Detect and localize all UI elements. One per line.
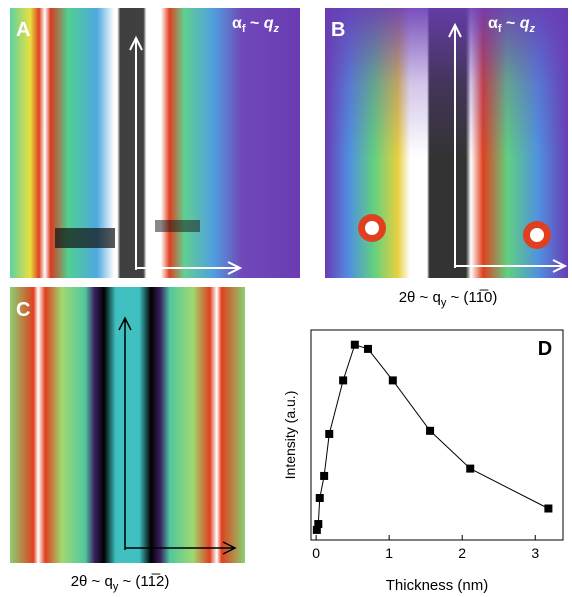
- panel-label: C: [16, 299, 30, 321]
- spot: [365, 221, 379, 235]
- x-tick-label: 1: [385, 545, 393, 561]
- plot-frame: [311, 330, 563, 540]
- data-line: [317, 345, 549, 530]
- chart: D Thickness (nm) Intensity (a.u.) 0 1 2 3: [282, 330, 563, 594]
- data-point: [364, 345, 372, 353]
- figure: A αf ~ qz B αf ~ qz 2θ ~ qy ~ (11̅0) C 2…: [0, 0, 572, 597]
- panel-c-image: [10, 287, 245, 563]
- data-point: [351, 341, 359, 349]
- y-axis-label: Intensity (a.u.): [282, 391, 298, 480]
- x-tick-label: 2: [458, 545, 466, 561]
- panel-label: B: [331, 19, 345, 41]
- x-axis-label: Thickness (nm): [386, 577, 489, 594]
- data-point: [325, 430, 333, 438]
- data-point: [389, 376, 397, 384]
- spot: [530, 228, 544, 242]
- dark-spot: [55, 228, 115, 248]
- data-point: [426, 427, 434, 435]
- panel-label: A: [16, 19, 30, 41]
- data-point: [314, 520, 322, 528]
- x-tick-label: 3: [531, 545, 539, 561]
- data-point: [320, 472, 328, 480]
- data-point: [339, 376, 347, 384]
- x-axis-label: 2θ ~ qy ~ (11̅2): [71, 573, 170, 593]
- panel-label: D: [538, 338, 552, 360]
- dark-spot: [155, 220, 200, 232]
- x-axis-label: 2θ ~ qy ~ (11̅0): [399, 289, 498, 309]
- data-point: [466, 465, 474, 473]
- panel-a-image: [10, 8, 300, 278]
- x-tick-label: 0: [312, 545, 320, 561]
- data-point: [544, 505, 552, 513]
- data-point: [316, 494, 324, 502]
